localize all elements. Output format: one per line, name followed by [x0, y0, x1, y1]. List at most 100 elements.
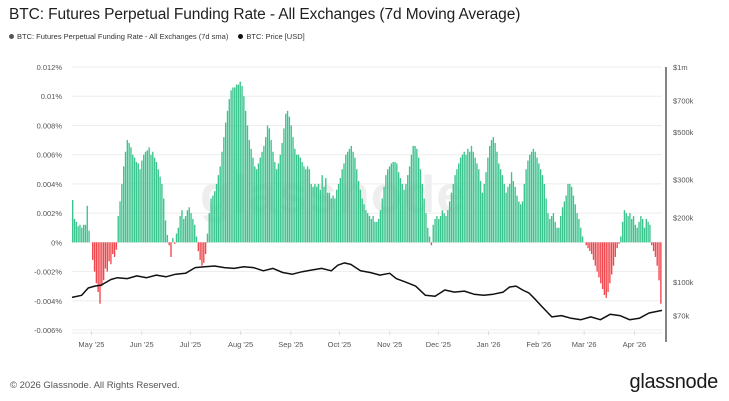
bar-positive	[299, 157, 301, 243]
bar-positive	[552, 213, 555, 243]
bar-positive	[133, 157, 136, 243]
bar-positive	[363, 204, 365, 243]
bar-negative	[108, 242, 110, 262]
bar-positive	[226, 110, 229, 243]
y-axis-left: 0.012% 0.01% 0.008% 0.006% 0.004% 0.002% 0% -0.…	[34, 63, 62, 335]
bar-positive	[532, 148, 535, 243]
bar-positive	[345, 154, 347, 243]
bar-negative	[95, 242, 98, 284]
y-tick-label: -0.004%	[34, 297, 62, 306]
bar-positive	[214, 191, 216, 243]
bar-positive	[157, 169, 159, 243]
y-tick-label: 0.01%	[41, 92, 63, 101]
bar-positive	[243, 96, 245, 243]
bar-positive	[641, 218, 644, 243]
bar-positive	[206, 233, 209, 243]
x-tick-label: Sep '25	[278, 340, 303, 349]
legend-item-funding-rate[interactable]: BTC: Futures Perpetual Funding Rate - Al…	[9, 32, 228, 41]
bar-positive	[521, 201, 524, 243]
bar-positive	[459, 157, 462, 243]
bar-positive	[150, 154, 152, 243]
bar-positive	[163, 198, 165, 243]
bar-negative	[203, 242, 205, 263]
bar-negative	[609, 242, 611, 284]
bar-negative	[612, 242, 615, 266]
bar-positive	[365, 210, 367, 243]
bar-negative	[92, 242, 94, 260]
bar-positive	[79, 224, 81, 243]
bar-positive	[183, 218, 185, 243]
bar-positive	[563, 201, 566, 243]
bar-positive	[492, 137, 495, 243]
bar-positive	[153, 157, 156, 243]
x-tick-label: Nov '25	[377, 340, 402, 349]
bar-positive	[643, 227, 646, 243]
bar-positive	[647, 221, 649, 243]
bar-negative	[173, 242, 176, 244]
y-tick-label: 0.004%	[37, 180, 63, 189]
bar-positive	[385, 175, 387, 243]
bar-positive	[339, 178, 342, 243]
bar-positive	[246, 125, 249, 243]
bar-positive	[576, 213, 578, 243]
bar-positive	[277, 163, 280, 243]
bar-positive	[565, 195, 567, 243]
y-axis-right: $1m $700k $500k $300k $200k $100k $70k	[673, 63, 694, 321]
bar-positive	[425, 213, 427, 243]
bar-positive	[119, 201, 121, 243]
y2-tick-label: $200k	[673, 213, 694, 222]
bar-positive	[303, 166, 305, 243]
legend: BTC: Futures Perpetual Funding Rate - Al…	[9, 32, 305, 41]
bar-negative	[652, 242, 655, 252]
bar-positive	[272, 151, 274, 243]
bar-positive	[224, 122, 227, 243]
bar-positive	[472, 151, 474, 243]
bar-positive	[121, 183, 123, 243]
bar-positive	[139, 169, 141, 243]
bar-positive	[72, 199, 74, 243]
bar-positive	[516, 195, 518, 243]
y-tick-label: -0.006%	[34, 326, 62, 335]
bar-positive	[625, 213, 627, 243]
bar-positive	[558, 227, 560, 243]
bar-negative	[199, 242, 201, 260]
x-tick-label: Oct '25	[328, 340, 352, 349]
bar-positive	[295, 154, 298, 243]
bar-positive	[465, 154, 467, 243]
legend-item-price[interactable]: BTC: Price [USD]	[238, 32, 305, 41]
bar-positive	[359, 189, 362, 243]
bar-positive	[514, 186, 516, 243]
bar-negative	[585, 242, 587, 246]
bar-positive	[447, 210, 449, 243]
bar-positive	[436, 216, 438, 243]
bar-positive	[361, 198, 363, 243]
bar-positive	[567, 183, 569, 243]
bar-positive	[346, 151, 349, 243]
bar-positive	[581, 236, 584, 243]
bar-positive	[81, 227, 83, 243]
bar-positive	[367, 213, 369, 243]
bar-positive	[518, 201, 520, 243]
price-line	[71, 262, 663, 321]
brand-logo[interactable]: glassnode	[629, 371, 719, 393]
bar-positive	[241, 85, 243, 243]
bar-positive	[179, 216, 181, 243]
bar-positive	[539, 169, 542, 243]
bar-negative	[598, 242, 600, 278]
bar-positive	[549, 218, 551, 243]
bar-negative	[204, 242, 207, 255]
bar-positive	[141, 160, 143, 243]
bar-positive	[164, 220, 167, 243]
bar-negative	[660, 242, 662, 304]
bar-positive	[316, 186, 318, 243]
bar-positive	[461, 154, 464, 243]
bar-positive	[427, 227, 429, 243]
bar-positive	[498, 163, 500, 243]
y2-tick-label: $1m	[673, 63, 688, 72]
bar-positive	[370, 218, 373, 243]
bar-negative	[101, 242, 103, 287]
bar-positive	[268, 128, 271, 243]
bar-positive	[235, 84, 238, 243]
y2-tick-label: $100k	[673, 278, 694, 287]
bar-positive	[416, 148, 418, 243]
